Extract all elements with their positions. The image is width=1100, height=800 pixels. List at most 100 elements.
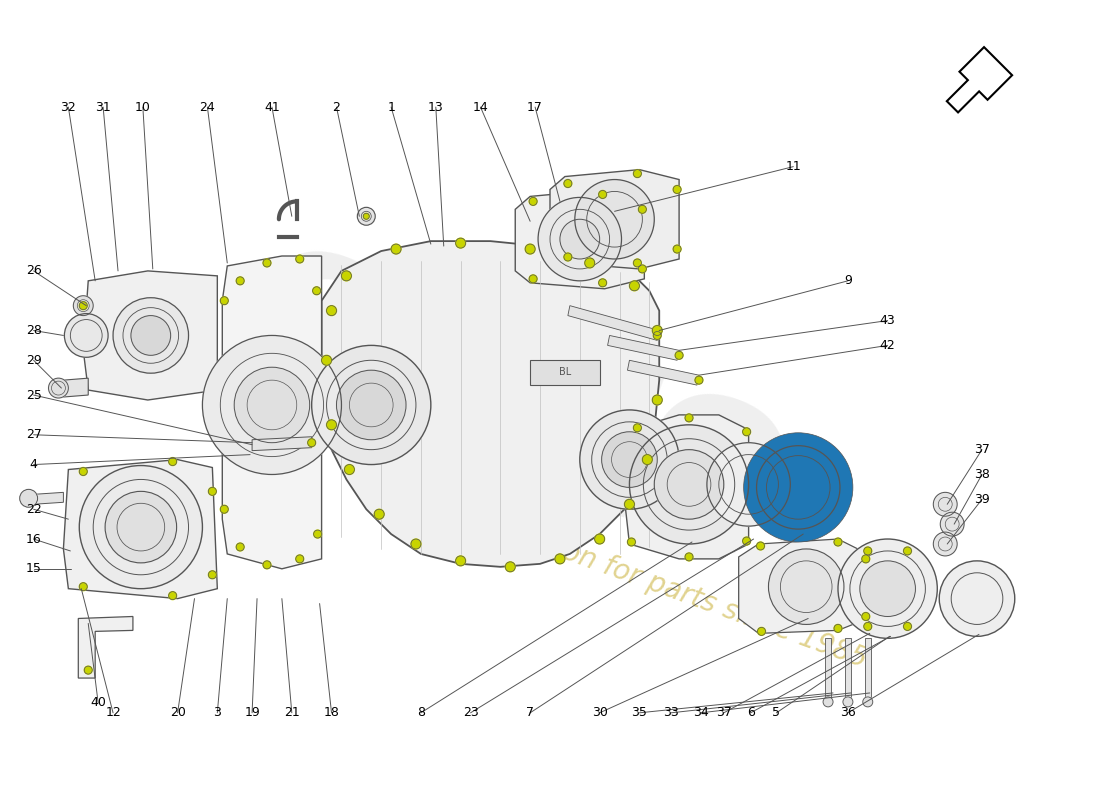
Text: 23: 23 <box>463 706 478 719</box>
Circle shape <box>602 432 658 487</box>
Circle shape <box>598 190 606 198</box>
Text: 24: 24 <box>199 101 216 114</box>
Text: 2: 2 <box>332 101 340 114</box>
Circle shape <box>629 281 639 290</box>
Text: 11: 11 <box>785 160 801 173</box>
Circle shape <box>20 490 37 507</box>
Text: 16: 16 <box>25 533 42 546</box>
Circle shape <box>652 395 662 405</box>
Text: 17: 17 <box>527 101 543 114</box>
Circle shape <box>564 253 572 261</box>
Text: 30: 30 <box>592 706 607 719</box>
Circle shape <box>263 561 271 569</box>
Polygon shape <box>607 335 679 360</box>
Text: 40: 40 <box>90 696 106 710</box>
Circle shape <box>208 487 217 495</box>
Text: euro: euro <box>216 192 825 588</box>
Circle shape <box>638 206 647 214</box>
Circle shape <box>864 622 871 630</box>
Text: a passion for parts since 1985: a passion for parts since 1985 <box>468 504 871 674</box>
Text: 1: 1 <box>387 101 395 114</box>
Polygon shape <box>550 170 679 269</box>
Circle shape <box>861 613 870 621</box>
Circle shape <box>652 326 662 335</box>
Circle shape <box>575 179 654 259</box>
Text: Dares: Dares <box>383 338 856 621</box>
Circle shape <box>505 562 515 572</box>
Circle shape <box>757 446 840 529</box>
Circle shape <box>653 331 661 339</box>
Circle shape <box>296 555 304 563</box>
Polygon shape <box>84 271 218 400</box>
Circle shape <box>757 542 764 550</box>
Circle shape <box>48 378 68 398</box>
Circle shape <box>79 467 87 475</box>
Polygon shape <box>64 378 88 397</box>
Text: 33: 33 <box>663 706 679 719</box>
Circle shape <box>742 428 750 436</box>
Circle shape <box>234 367 310 442</box>
Text: 31: 31 <box>96 101 111 114</box>
Circle shape <box>834 538 842 546</box>
Circle shape <box>654 450 724 519</box>
Text: 21: 21 <box>284 706 299 719</box>
Polygon shape <box>739 539 868 634</box>
Circle shape <box>220 297 229 305</box>
Circle shape <box>202 335 341 474</box>
Text: 29: 29 <box>25 354 42 366</box>
Polygon shape <box>321 241 659 567</box>
Polygon shape <box>625 415 749 559</box>
Circle shape <box>634 170 641 178</box>
Circle shape <box>85 666 92 674</box>
Text: 9: 9 <box>844 274 851 287</box>
Circle shape <box>374 510 384 519</box>
Circle shape <box>79 466 202 589</box>
Circle shape <box>685 553 693 561</box>
Circle shape <box>312 286 320 294</box>
Circle shape <box>556 554 565 564</box>
Circle shape <box>903 547 912 555</box>
Circle shape <box>220 506 229 514</box>
Text: 15: 15 <box>25 562 42 575</box>
Text: 28: 28 <box>25 324 42 337</box>
Circle shape <box>341 271 351 281</box>
Circle shape <box>860 561 915 617</box>
Text: 35: 35 <box>631 706 647 719</box>
Polygon shape <box>64 459 218 598</box>
Circle shape <box>358 207 375 226</box>
Polygon shape <box>222 256 321 569</box>
Text: 37: 37 <box>716 706 732 719</box>
Circle shape <box>321 355 331 366</box>
Circle shape <box>308 438 316 446</box>
Text: 38: 38 <box>974 468 990 481</box>
Circle shape <box>263 259 271 267</box>
Text: 41: 41 <box>264 101 279 114</box>
Polygon shape <box>568 306 659 341</box>
Polygon shape <box>78 617 133 678</box>
Circle shape <box>642 454 652 465</box>
Text: 13: 13 <box>428 101 443 114</box>
Circle shape <box>742 537 750 545</box>
Text: 12: 12 <box>106 706 121 719</box>
Circle shape <box>585 258 595 268</box>
Polygon shape <box>530 360 600 385</box>
Circle shape <box>744 433 852 542</box>
Circle shape <box>529 275 537 283</box>
Circle shape <box>337 370 406 440</box>
Circle shape <box>560 219 600 259</box>
Circle shape <box>638 265 647 273</box>
Text: BL: BL <box>559 367 571 377</box>
Circle shape <box>673 186 681 194</box>
Text: 43: 43 <box>880 314 895 327</box>
Polygon shape <box>252 437 311 450</box>
Circle shape <box>769 549 844 625</box>
Circle shape <box>629 425 749 544</box>
Circle shape <box>707 442 790 526</box>
Text: 25: 25 <box>25 389 42 402</box>
Circle shape <box>236 543 244 551</box>
Text: 34: 34 <box>693 706 708 719</box>
Circle shape <box>627 538 636 546</box>
Text: 7: 7 <box>526 706 535 719</box>
Polygon shape <box>825 638 830 698</box>
Circle shape <box>65 314 108 358</box>
